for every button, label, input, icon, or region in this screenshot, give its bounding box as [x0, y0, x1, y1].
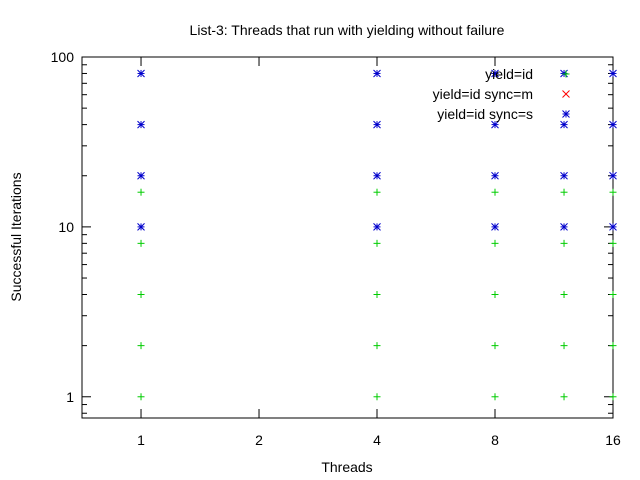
data-point	[373, 223, 381, 231]
x-tick-label: 16	[605, 432, 621, 448]
marker-stroke	[562, 90, 570, 98]
data-point	[609, 393, 617, 401]
data-point	[373, 120, 381, 129]
marker-stroke	[609, 171, 617, 180]
x-axis-label: Threads	[321, 459, 372, 475]
y-tick-label: 10	[58, 219, 74, 235]
data-point	[137, 290, 145, 298]
legend-marker	[562, 90, 570, 98]
marker-stroke	[609, 120, 617, 129]
data-point	[560, 120, 568, 129]
marker-stroke	[373, 120, 381, 129]
x-tick-label: 8	[491, 432, 499, 448]
data-point	[373, 393, 381, 401]
legend: yield=id yield=id sync=m yield=id sync=s	[433, 66, 570, 122]
axis-ticks	[82, 56, 614, 418]
marker-stroke	[609, 69, 617, 78]
y-axis-label: Successful Iterations	[8, 172, 24, 301]
data-point	[491, 393, 499, 401]
data-point	[609, 223, 617, 231]
x-tick-label: 2	[255, 432, 263, 448]
data-point	[609, 239, 617, 247]
data-point	[373, 69, 381, 78]
data-point	[491, 239, 499, 247]
data-point	[560, 290, 568, 298]
x-tick-label: 1	[137, 432, 145, 448]
data-point	[491, 290, 499, 298]
data-point	[560, 342, 568, 350]
marker-stroke	[491, 69, 499, 78]
x-tick-label: 4	[373, 432, 381, 448]
x-tick-labels: 1 2 4 8 16	[137, 432, 621, 448]
marker-stroke	[491, 120, 499, 129]
data-point	[137, 393, 145, 401]
legend-label: yield=id sync=s	[437, 106, 533, 122]
marker-stroke	[609, 223, 617, 231]
y-tick-label: 100	[51, 49, 75, 65]
marker-stroke	[373, 69, 381, 78]
marker-stroke	[560, 223, 568, 231]
data-points	[137, 69, 617, 401]
data-point	[491, 188, 499, 196]
data-point	[560, 188, 568, 196]
data-point	[609, 290, 617, 298]
data-point	[137, 120, 145, 129]
marker-stroke	[137, 69, 145, 78]
marker-stroke	[137, 171, 145, 180]
marker-stroke	[373, 223, 381, 231]
marker-stroke	[562, 110, 570, 118]
data-point	[373, 239, 381, 247]
data-point	[137, 239, 145, 247]
marker-stroke	[491, 223, 499, 231]
legend-label: yield=id sync=m	[433, 86, 533, 102]
data-point	[373, 290, 381, 298]
data-point	[609, 69, 617, 78]
data-point	[560, 171, 568, 180]
data-point	[609, 120, 617, 129]
data-point	[491, 223, 499, 231]
marker-stroke	[137, 120, 145, 129]
data-point	[609, 188, 617, 196]
marker-stroke	[373, 171, 381, 180]
data-point	[560, 393, 568, 401]
data-point	[373, 188, 381, 196]
data-point	[137, 69, 145, 78]
y-tick-label: 1	[66, 389, 74, 405]
data-point	[560, 223, 568, 231]
plot-frame	[81, 56, 614, 419]
data-point	[373, 171, 381, 180]
legend-marker	[562, 70, 570, 78]
marker-stroke	[560, 120, 568, 129]
y-tick-labels: 1 10 100	[51, 49, 75, 405]
data-point	[137, 223, 145, 231]
legend-label: yield=id	[485, 66, 533, 82]
data-point	[560, 239, 568, 247]
data-point	[491, 171, 499, 180]
data-point	[373, 342, 381, 350]
data-point	[491, 69, 499, 78]
marker-stroke	[137, 223, 145, 231]
marker-stroke	[560, 171, 568, 180]
marker-stroke	[491, 171, 499, 180]
legend-marker	[562, 110, 570, 118]
data-point	[491, 120, 499, 129]
data-point	[609, 171, 617, 180]
data-point	[137, 188, 145, 196]
data-point	[609, 342, 617, 350]
chart-title: List-3: Threads that run with yielding w…	[190, 22, 505, 38]
data-point	[137, 342, 145, 350]
data-point	[491, 342, 499, 350]
data-point	[137, 171, 145, 180]
